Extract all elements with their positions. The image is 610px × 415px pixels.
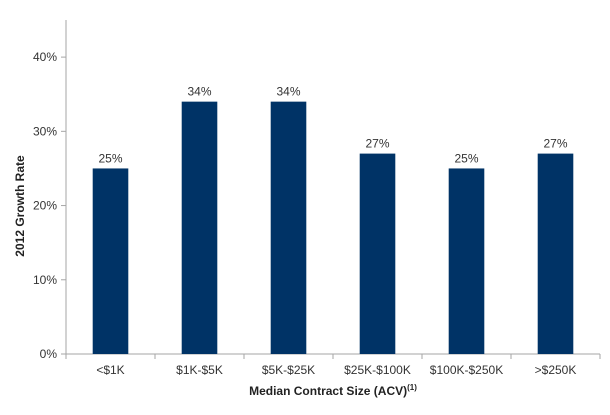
bar-data-label: 25% — [98, 151, 122, 165]
bar — [537, 153, 574, 354]
bar — [181, 101, 218, 355]
bar — [270, 101, 307, 355]
y-axis-title: 2012 Growth Rate — [13, 155, 27, 257]
x-category-label: >$250K — [535, 363, 577, 377]
bar-data-label: 27% — [543, 137, 567, 151]
bar-data-label: 27% — [365, 137, 389, 151]
bar — [359, 153, 396, 354]
bar-data-label: 34% — [187, 85, 211, 99]
y-tick-label: 0% — [40, 347, 58, 361]
axes-layer — [61, 20, 601, 359]
bar — [92, 168, 129, 354]
x-axis-title-text: Median Contract Size (ACV) — [249, 384, 407, 398]
bar-data-label: 25% — [454, 151, 478, 165]
bar — [448, 168, 485, 354]
labels-layer: 0% 10% 20% 30% 40% 25% <$1K 34% $1K-$5K 34% $5K-$2… — [33, 50, 576, 377]
y-tick-label: 30% — [33, 124, 57, 138]
x-category-label: $5K-$25K — [262, 363, 315, 377]
bars-layer — [92, 101, 574, 355]
y-tick-label: 40% — [33, 50, 57, 64]
x-category-label: <$1K — [96, 363, 124, 377]
bar-data-label: 34% — [276, 85, 300, 99]
x-axis-title-footnote: (1) — [407, 383, 417, 392]
y-tick-label: 20% — [33, 199, 57, 213]
x-category-label: $100K-$250K — [430, 363, 503, 377]
x-axis-title: Median Contract Size (ACV)(1) — [249, 383, 417, 398]
x-category-label: $25K-$100K — [344, 363, 411, 377]
x-category-label: $1K-$5K — [176, 363, 223, 377]
y-tick-label: 10% — [33, 273, 57, 287]
